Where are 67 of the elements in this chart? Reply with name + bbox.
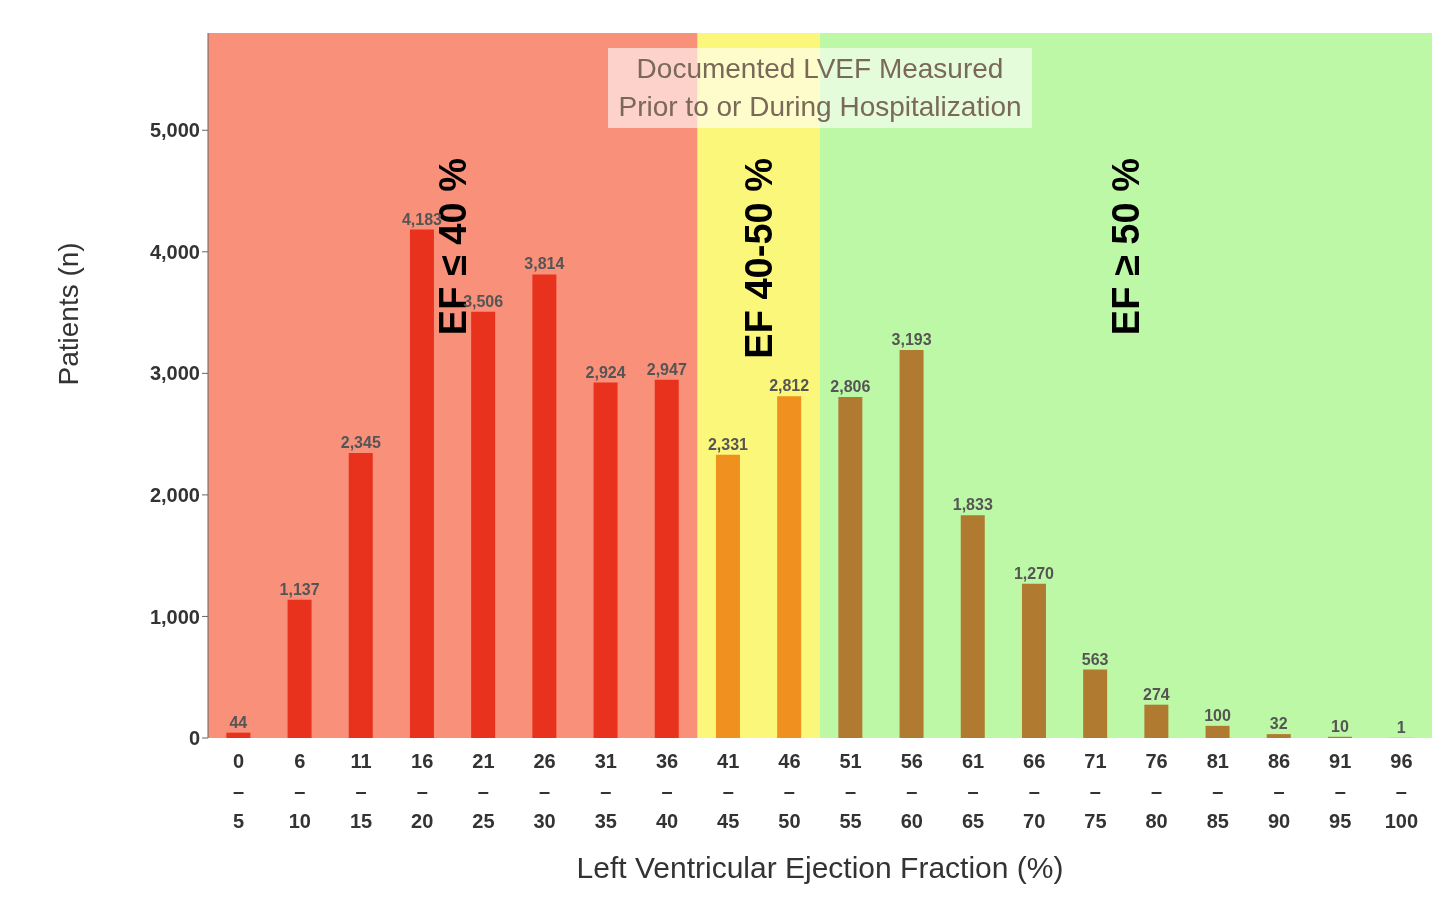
text: Documented LVEF Measured Prior to or During Hospitalization <box>618 52 1022 124</box>
data-label: 1 <box>1396 718 1406 736</box>
data-label: 1,137 <box>279 580 320 598</box>
x-tick-label: 76–80 <box>1145 750 1168 832</box>
band-label: EF ≥ 50 % <box>1105 158 1147 336</box>
y-tick-label: 0 <box>188 727 200 750</box>
data-label: 2,331 <box>707 435 749 453</box>
y-tick-label: 2,000 <box>149 484 200 506</box>
bar <box>532 274 557 738</box>
bar <box>1205 725 1230 738</box>
x-tick-label: 11–15 <box>349 750 373 832</box>
x-tick-label: 0–5 <box>233 750 245 832</box>
data-label: 100 <box>1204 706 1232 724</box>
band-label: EF 40-50 % <box>737 158 780 359</box>
data-label: 563 <box>1081 650 1109 668</box>
bar <box>715 454 740 738</box>
bar <box>1083 669 1108 738</box>
x-tick-label: 61–65 <box>961 750 985 832</box>
bar <box>1021 583 1046 738</box>
bar <box>777 396 802 738</box>
x-tick-label: 26–30 <box>533 750 556 832</box>
x-tick-label: 6–10 <box>288 750 311 832</box>
bar <box>654 379 679 738</box>
bar <box>838 396 863 738</box>
bar <box>899 349 924 738</box>
bar <box>593 382 618 738</box>
x-tick-label: 31–35 <box>594 750 617 832</box>
x-tick-label: 86–90 <box>1267 750 1291 832</box>
y-axis-title: Patients (n) <box>52 242 84 386</box>
x-tick-label: 16–20 <box>411 750 434 832</box>
bar <box>409 229 434 738</box>
bar <box>348 452 373 738</box>
data-label: 32 <box>1269 715 1288 733</box>
y-tick-label: 3,000 <box>149 362 200 385</box>
x-tick-label: 91–95 <box>1329 750 1352 832</box>
bar <box>960 515 985 738</box>
data-label: 3,193 <box>891 330 932 348</box>
data-label: 10 <box>1331 717 1349 735</box>
x-tick-label: 21–25 <box>472 750 495 832</box>
data-label: 2,924 <box>585 363 626 381</box>
data-label: 2,806 <box>830 377 871 395</box>
data-label: 1,270 <box>1013 564 1055 582</box>
x-tick-label: 96–100 <box>1384 750 1419 832</box>
x-tick-label: 46–50 <box>778 750 801 832</box>
data-label: 274 <box>1143 685 1170 703</box>
data-label: 2,947 <box>646 360 687 378</box>
data-label: 2,812 <box>769 377 810 395</box>
x-axis-title: Left Ventricular Ejection Fraction (%) <box>576 851 1064 884</box>
data-label: 3,814 <box>524 255 565 273</box>
x-tick-label: 51–55 <box>839 750 862 832</box>
x-tick-label: 36–40 <box>655 750 679 832</box>
bar <box>1266 734 1291 738</box>
y-tick-label: 1,000 <box>149 605 200 628</box>
data-label: 44 <box>229 713 248 731</box>
bar <box>287 599 312 738</box>
data-label: 1,833 <box>952 496 993 514</box>
y-tick-label: 4,000 <box>149 240 200 263</box>
bar <box>1144 704 1169 738</box>
x-tick-label: 56–60 <box>900 750 923 832</box>
bar <box>471 311 496 738</box>
x-tick-label: 71–75 <box>1084 750 1107 832</box>
data-label: 2,345 <box>340 433 381 451</box>
y-tick-label: 5,000 <box>149 119 200 142</box>
x-tick-label: 66–70 <box>1023 750 1046 832</box>
bar <box>226 732 251 738</box>
x-tick-label: 41–45 <box>717 750 740 832</box>
x-tick-label: 81–85 <box>1206 750 1229 832</box>
